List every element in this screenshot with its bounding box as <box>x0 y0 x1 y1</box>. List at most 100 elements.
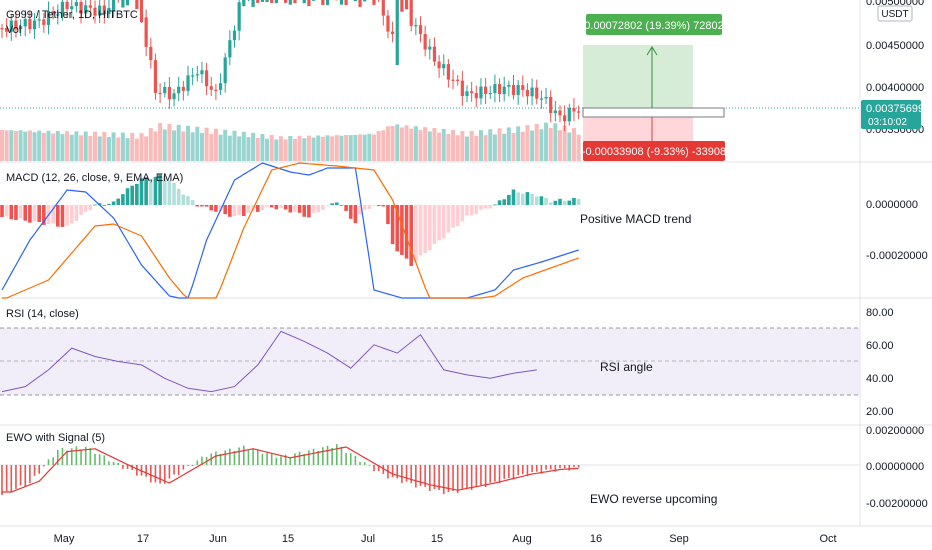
ewo-histogram-bar <box>540 465 543 474</box>
candle-body <box>200 70 204 75</box>
candle-body <box>502 86 506 95</box>
volume-bar <box>562 125 567 161</box>
ewo-histogram-bar <box>489 465 492 483</box>
ewo-histogram-bar <box>373 465 375 471</box>
price-panel[interactable]: 0.00072802 (19.39%) 72802 -0.00033908 (-… <box>0 0 860 161</box>
candle-body <box>242 0 246 6</box>
volume-bar <box>353 134 358 161</box>
macd-histogram-bar <box>274 205 279 210</box>
ewo-histogram-bar <box>233 450 236 465</box>
ewo-histogram-bar <box>391 465 394 478</box>
volume-bar <box>18 130 23 161</box>
volume-bar <box>455 135 460 161</box>
candle-body <box>70 6 74 10</box>
ewo-histogram-bar <box>475 465 478 486</box>
volume-bar <box>232 130 237 161</box>
candle-body <box>256 0 260 3</box>
candle-body <box>511 84 516 95</box>
ewo-histogram-bar <box>298 451 301 465</box>
candle-body <box>418 25 423 34</box>
volume-bar <box>325 135 330 161</box>
macd-histogram-bar <box>335 202 339 205</box>
macd-histogram-bar <box>409 205 413 266</box>
macd-histogram-bar <box>381 205 386 207</box>
macd-histogram-bar <box>65 205 69 226</box>
ewo-histogram-bar <box>512 465 515 480</box>
macd-axis-tick: -0.00020000 <box>866 250 928 262</box>
volume-bar <box>571 128 576 161</box>
volume-bar <box>530 130 535 161</box>
volume-bar <box>195 126 200 161</box>
volume-bar <box>41 132 46 161</box>
candle-body <box>14 20 18 30</box>
macd-histogram-bar <box>265 205 269 207</box>
candle-body <box>516 85 520 95</box>
candle-body <box>84 5 88 14</box>
ewo-histogram-bar <box>452 465 454 492</box>
volume-bar <box>65 131 70 161</box>
rsi-axis-tick: 80.00 <box>866 307 894 319</box>
candle-body <box>251 0 255 7</box>
candle-body <box>28 18 32 30</box>
ewo-histogram-bar <box>89 447 92 465</box>
candle-body <box>386 15 390 32</box>
ewo-histogram-bar <box>415 465 417 488</box>
candle-body <box>0 28 4 30</box>
ewo-panel[interactable]: EWO with Signal (5) EWO reverse upcoming… <box>0 425 928 510</box>
macd-histogram-bar <box>288 205 293 213</box>
candle-body <box>270 0 274 3</box>
entry-box[interactable] <box>582 107 725 118</box>
macd-histogram-bar <box>14 205 18 220</box>
ewo-histogram-bar <box>535 465 538 472</box>
candle-body <box>37 19 41 21</box>
macd-histogram-bar <box>562 200 567 205</box>
rsi-title: RSI (14, close) <box>6 308 79 320</box>
macd-histogram-bar <box>181 194 186 205</box>
volume-bar <box>423 127 428 161</box>
candle-body <box>381 0 385 16</box>
macd-histogram <box>0 174 581 266</box>
macd-histogram-bar <box>390 205 395 245</box>
ewo-histogram-bar <box>563 465 566 469</box>
volume-bar <box>55 130 60 161</box>
current-price-value: 0.00375699 <box>866 103 924 115</box>
macd-panel[interactable]: MACD (12, 26, close, 9, EMA, EMA) Positi… <box>0 162 928 299</box>
candle-body <box>577 111 581 113</box>
currency-badge[interactable] <box>877 5 913 22</box>
volume-bar <box>432 128 437 161</box>
volume-bar <box>311 137 316 161</box>
volume-bar <box>511 132 516 161</box>
candle-body <box>186 75 190 91</box>
volume-bar <box>241 131 246 161</box>
volume-bar <box>348 135 353 161</box>
macd-histogram-bar <box>125 188 130 205</box>
macd-histogram-bar <box>37 205 41 222</box>
ewo-histogram-bar <box>1 465 3 495</box>
rsi-annotation: RSI angle <box>600 360 653 374</box>
macd-histogram-bar <box>297 205 302 213</box>
macd-histogram-bar <box>269 205 274 208</box>
time-axis[interactable]: May 17 Jun 15 Jul 15 Aug 16 Sep Oct <box>54 533 837 545</box>
volume-bar <box>181 131 186 161</box>
macd-histogram-bar <box>395 205 400 252</box>
ewo-histogram-bar <box>289 456 292 465</box>
macd-histogram-bar <box>414 205 418 262</box>
macd-histogram-bar <box>232 205 237 216</box>
candle-body <box>56 14 60 16</box>
ewo-histogram-bar <box>75 446 78 465</box>
volume-bar <box>334 135 339 161</box>
macd-histogram-bar <box>348 205 353 219</box>
candle-body <box>232 30 237 41</box>
macd-histogram-bar <box>51 205 55 224</box>
macd-histogram-bar <box>116 198 121 205</box>
volume-bar <box>130 132 135 161</box>
volume-bar <box>288 135 293 161</box>
rsi-panel[interactable]: RSI (14, close) RSI angle 80.00 60.00 40… <box>0 307 894 418</box>
ewo-histogram-bar <box>494 465 496 482</box>
macd-histogram-bar <box>483 205 488 209</box>
ewo-histogram-bar <box>131 465 133 470</box>
price-axis[interactable]: 0.00500000 USDT 0.00450000 0.00400000 0.… <box>861 0 924 136</box>
volume-bars <box>0 122 581 161</box>
target-tag <box>586 14 722 35</box>
